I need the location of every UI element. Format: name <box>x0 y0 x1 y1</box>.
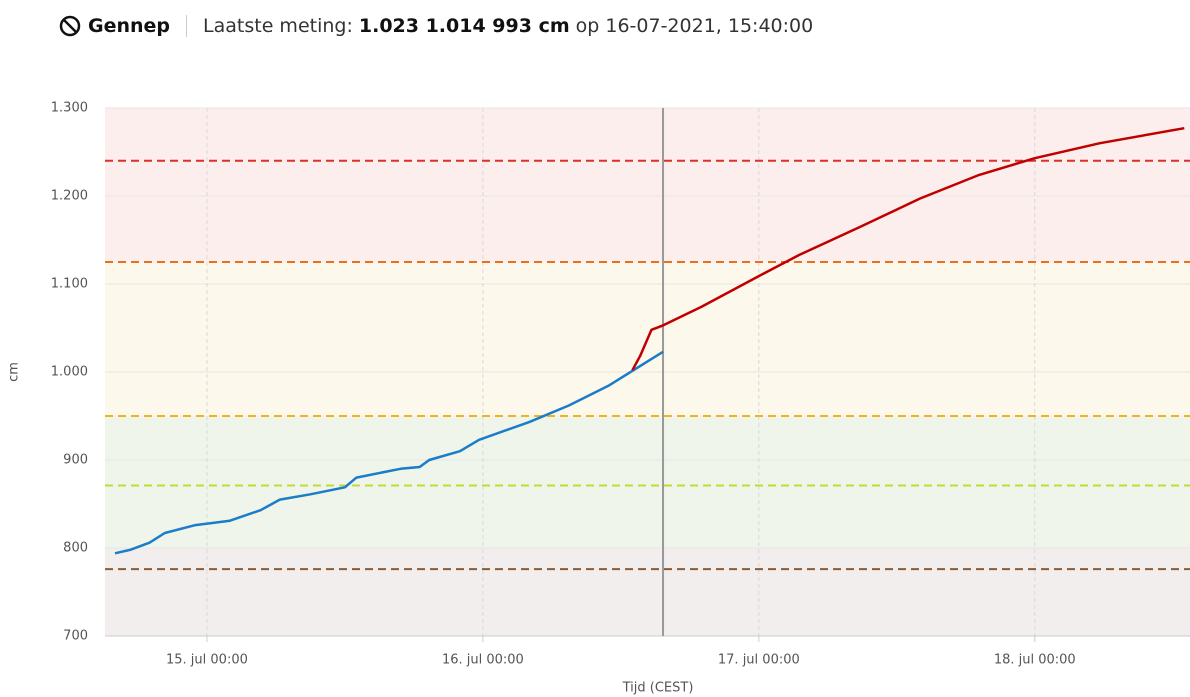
y-tick-label: 1.100 <box>51 277 88 292</box>
y-tick-label: 800 <box>63 541 88 556</box>
x-axis-label: Tijd (CEST) <box>622 681 694 696</box>
header: Gennep Laatste meting: 1.023 1.014 993 c… <box>58 14 813 38</box>
x-tick-label: 18. jul 00:00 <box>994 653 1076 668</box>
y-tick-label: 1.000 <box>51 365 88 380</box>
y-tick-label: 700 <box>63 629 88 644</box>
band <box>105 108 1190 262</box>
x-tick-label: 17. jul 00:00 <box>718 653 800 668</box>
band <box>105 548 1190 636</box>
series-line <box>631 126 1185 371</box>
x-tick-label: 16. jul 00:00 <box>442 653 524 668</box>
value: 1.023 1.014 993 cm <box>358 15 570 37</box>
station: Gennep <box>88 15 171 37</box>
label: Laatste meting: <box>203 15 353 37</box>
y-tick-label: 1.200 <box>51 189 88 204</box>
y-tick-label: 1.300 <box>51 101 88 116</box>
series-line <box>114 350 664 555</box>
time: op 16-07-2021, 15:40:00 <box>575 15 814 37</box>
y-axis-label: cm <box>7 362 22 382</box>
x-tick-label: 15. jul 00:00 <box>166 653 248 668</box>
y-tick-label: 900 <box>63 453 88 468</box>
band <box>105 416 1190 548</box>
separator <box>186 15 188 37</box>
icon <box>59 15 81 37</box>
